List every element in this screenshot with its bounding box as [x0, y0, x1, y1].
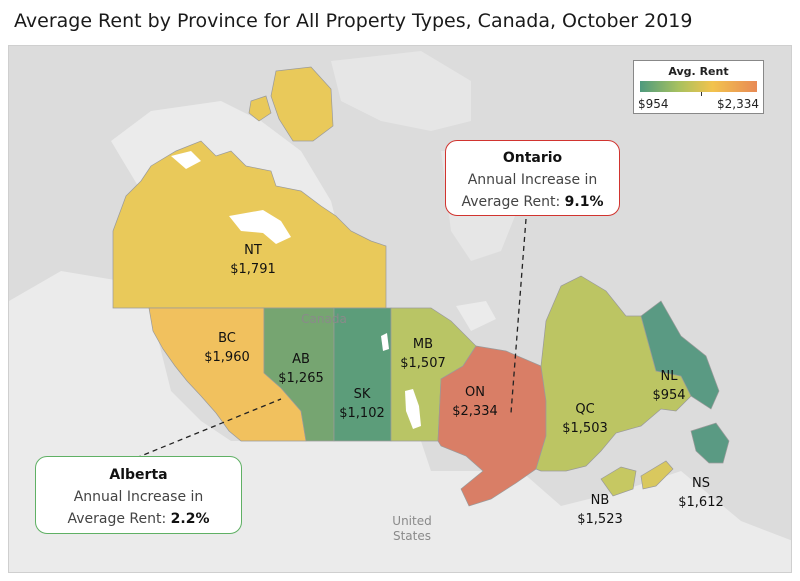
province-rent: $1,507	[400, 356, 446, 371]
province-nt-island[interactable]	[270, 66, 334, 142]
province-code: QC	[575, 402, 594, 417]
province-nl[interactable]	[640, 300, 720, 410]
basemap-island-hudson	[456, 301, 496, 331]
province-ns[interactable]	[640, 460, 674, 490]
province-code: AB	[292, 352, 310, 367]
province-label-ab: AB $1,265	[278, 352, 324, 386]
callout-prefix: Average Rent:	[461, 194, 561, 210]
province-code: SK	[354, 387, 371, 402]
province-label-qc: QC $1,503	[562, 402, 608, 436]
province-code: MB	[413, 337, 433, 352]
legend: Avg. Rent $954 $2,334	[633, 60, 764, 114]
ontario-callout-connector	[510, 218, 527, 414]
callout-prefix: Average Rent:	[67, 511, 167, 527]
province-code: ON	[465, 385, 485, 400]
province-qc[interactable]	[535, 275, 692, 472]
province-nt-island-small[interactable]	[248, 95, 272, 122]
legend-min-label: $954	[638, 97, 669, 111]
province-label-ns: NS $1,612	[678, 476, 724, 510]
province-label-nl: NL $954	[652, 369, 685, 403]
province-nb[interactable]	[600, 466, 637, 497]
basemap-label-states: States	[393, 529, 431, 543]
callout-value: 2.2%	[170, 511, 210, 527]
legend-tick	[701, 92, 702, 96]
province-rent: $1,265	[278, 371, 324, 386]
lake-winnipeg	[405, 389, 421, 429]
ontario-callout: Ontario Annual Increase in Average Rent:…	[445, 140, 620, 216]
province-label-on: ON $2,334	[452, 385, 498, 419]
alberta-callout-connector	[135, 398, 282, 459]
province-code: NS	[692, 476, 710, 491]
province-rent: $2,334	[452, 404, 498, 419]
legend-max-label: $2,334	[717, 97, 759, 111]
province-code: NL	[661, 369, 679, 384]
province-rent: $954	[652, 388, 685, 403]
basemap-label-united: United	[392, 514, 431, 528]
lake-great-bear	[171, 151, 201, 169]
province-rent: $1,503	[562, 421, 608, 436]
province-rent: $1,960	[204, 350, 250, 365]
callout-line: Annual Increase in	[467, 172, 598, 188]
province-label-nt: NT $1,791	[230, 243, 276, 277]
callout-title: Alberta	[109, 467, 168, 483]
province-code: NT	[244, 243, 262, 258]
province-label-mb: MB $1,507	[400, 337, 446, 371]
province-sk[interactable]	[333, 307, 392, 442]
callout-line: Average Rent: 2.2%	[36, 508, 241, 530]
lake-great-slave	[229, 210, 291, 244]
province-rent: $1,791	[230, 262, 276, 277]
callout-line: Average Rent: 9.1%	[446, 191, 619, 213]
basemap-land-greenland	[331, 51, 471, 131]
basemap-label-canada: Canada	[301, 312, 347, 326]
province-label-bc: BC $1,960	[204, 331, 250, 365]
legend-title: Avg. Rent	[668, 65, 729, 78]
province-code: NB	[591, 493, 610, 508]
callout-title: Ontario	[502, 150, 563, 166]
province-nl-island[interactable]	[690, 422, 730, 464]
province-label-nb: NB $1,523	[577, 493, 623, 527]
province-code: BC	[218, 331, 236, 346]
chart-title: Average Rent by Province for All Propert…	[14, 10, 693, 32]
province-label-sk: SK $1,102	[339, 387, 385, 421]
lake-small-sk	[381, 333, 389, 351]
province-rent: $1,102	[339, 406, 385, 421]
callout-line: Annual Increase in	[73, 489, 204, 505]
legend-color-ramp	[640, 81, 757, 92]
province-rent: $1,612	[678, 495, 724, 510]
alberta-callout: Alberta Annual Increase in Average Rent:…	[35, 456, 242, 534]
callout-value: 9.1%	[564, 194, 604, 210]
province-rent: $1,523	[577, 512, 623, 527]
